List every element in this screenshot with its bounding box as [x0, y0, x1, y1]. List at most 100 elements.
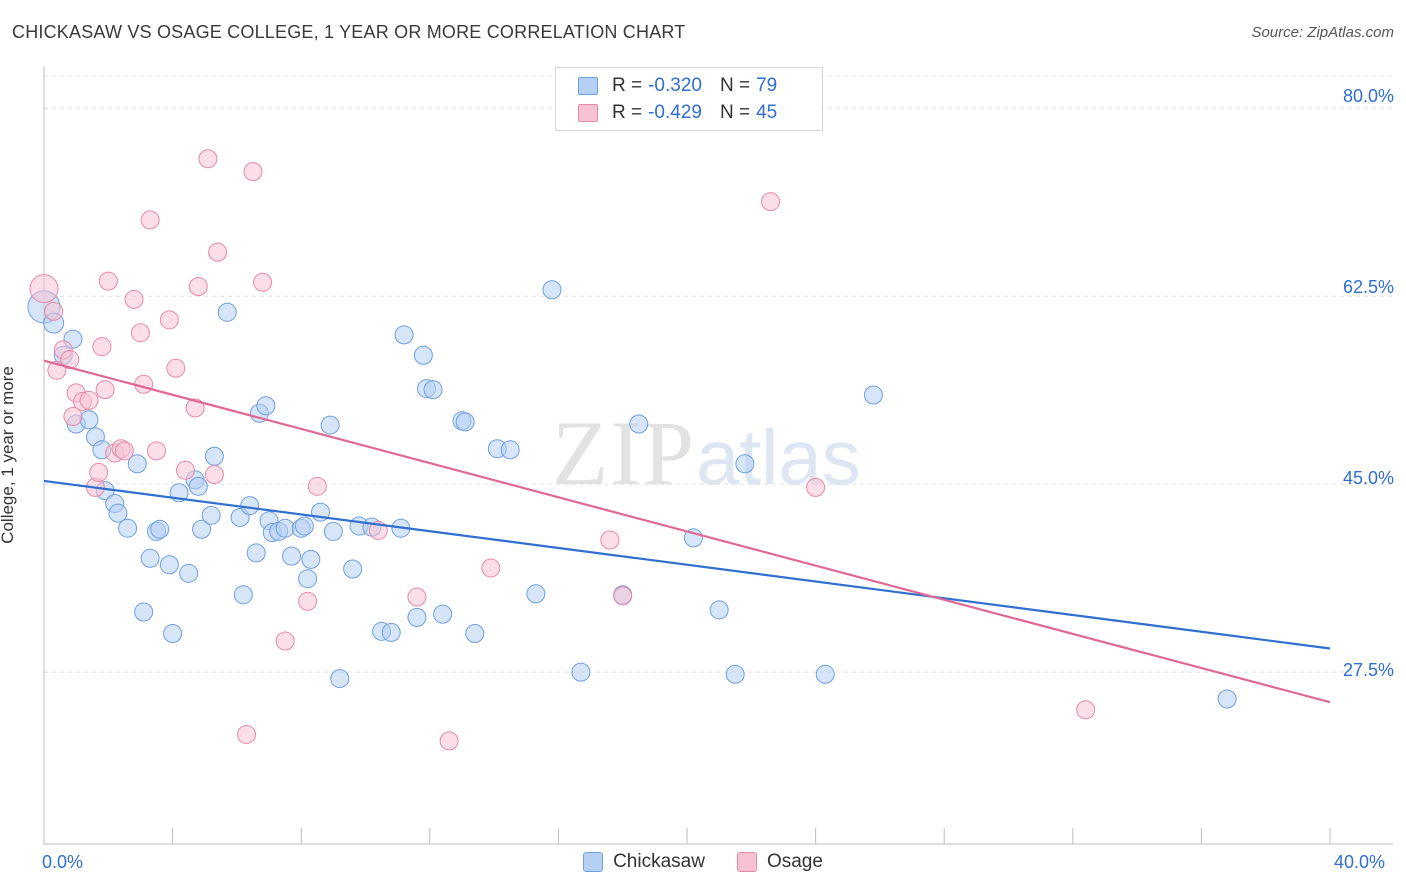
data-point-chickasaw [140, 548, 160, 568]
data-point-chickasaw [330, 669, 350, 689]
data-point-chickasaw [394, 325, 414, 345]
data-point-osage [298, 591, 318, 611]
data-point-chickasaw [127, 454, 147, 474]
data-point-osage [130, 323, 150, 343]
series-swatch-chickasaw [583, 852, 604, 872]
legend-r-value: -0.320 [648, 75, 702, 96]
data-point-osage [307, 476, 327, 496]
data-point-chickasaw [192, 519, 212, 539]
y-tick-label: 62.5% [1342, 277, 1394, 297]
data-point-osage [89, 462, 109, 482]
data-point-chickasaw [571, 662, 591, 682]
axes [43, 66, 1393, 845]
data-point-osage [95, 380, 115, 400]
chart-title: CHICKASAW VS OSAGE COLLEGE, 1 YEAR OR MO… [12, 22, 686, 42]
data-point-chickasaw [381, 622, 401, 642]
data-point-osage [439, 731, 459, 751]
data-point-chickasaw [343, 559, 363, 579]
data-point-osage [98, 271, 118, 291]
data-point-chickasaw [188, 476, 208, 496]
correlation-legend: R = -0.320 N = 79 R = -0.429 N = 45 [555, 67, 823, 131]
data-point-chickasaw [150, 519, 170, 539]
series-legend-osage: Osage [736, 851, 823, 873]
trend-line-osage [43, 359, 1331, 704]
data-point-osage [124, 289, 144, 309]
data-point-chickasaw [298, 569, 318, 589]
legend-row-chickasaw: R = -0.320 N = 79 [578, 73, 777, 99]
y-tick-label: 27.5% [1342, 660, 1394, 680]
data-point-chickasaw [256, 396, 276, 416]
data-point-osage [188, 277, 208, 297]
data-point-chickasaw [275, 518, 295, 538]
data-point-chickasaw [159, 555, 179, 575]
trend-lines [43, 359, 1331, 704]
data-point-osage [159, 310, 179, 330]
data-point-chickasaw [163, 623, 183, 643]
data-point-osage [63, 406, 83, 426]
data-point-chickasaw [407, 607, 427, 627]
data-point-chickasaw [465, 623, 485, 643]
legend-swatch-osage [578, 104, 598, 122]
watermark-zip: ZIP [552, 402, 696, 504]
data-point-chickasaw [118, 518, 138, 538]
legend-n-value: 45 [756, 102, 778, 123]
data-point-chickasaw [323, 521, 343, 541]
data-point-osage [208, 242, 228, 262]
data-point-chickasaw [282, 546, 302, 566]
legend-n-value: 79 [756, 75, 778, 96]
data-point-chickasaw [301, 549, 321, 569]
data-point-chickasaw [735, 454, 755, 474]
data-point-chickasaw [455, 412, 475, 432]
data-point-osage [600, 530, 620, 550]
data-point-chickasaw [423, 380, 443, 400]
series-swatch-osage [736, 852, 757, 872]
series-legend-label: Chickasaw [613, 851, 705, 872]
data-point-osage [481, 558, 501, 578]
data-point-osage [613, 586, 633, 606]
data-point-chickasaw [233, 585, 253, 605]
data-point-osage [175, 460, 195, 480]
series-legend-label: Osage [766, 851, 823, 872]
legend-r-label: R = [612, 102, 643, 123]
data-point-osage [761, 192, 781, 212]
data-point-osage [140, 210, 160, 230]
data-point-osage [237, 724, 257, 744]
watermark: ZIPatlas [552, 400, 861, 506]
legend-n-label: N = [719, 102, 751, 123]
data-point-osage [147, 441, 167, 461]
data-point-osage [204, 465, 224, 485]
legend-r-label: R = [612, 75, 643, 96]
data-point-chickasaw [433, 604, 453, 624]
data-point-chickasaw [108, 503, 128, 523]
data-point-chickasaw [725, 664, 745, 684]
data-point-chickasaw [629, 414, 649, 434]
data-points [27, 149, 1237, 751]
data-point-osage [114, 441, 134, 461]
data-point-chickasaw [413, 345, 433, 365]
data-point-chickasaw [815, 664, 835, 684]
data-point-osage [806, 477, 826, 497]
trend-line-chickasaw [43, 479, 1331, 650]
data-point-chickasaw [179, 563, 199, 583]
data-point-osage [134, 374, 154, 394]
data-point-chickasaw [500, 440, 520, 460]
x-tick-label-right: 40.0% [1334, 852, 1386, 872]
y-axis-label-text: College, 1 year or more [0, 366, 17, 544]
data-point-osage [79, 390, 99, 410]
legend-row-osage: R = -0.429 N = 45 [578, 100, 777, 126]
data-point-osage [166, 358, 186, 378]
data-point-osage [92, 337, 112, 357]
data-point-chickasaw [526, 584, 546, 604]
data-point-osage [407, 587, 427, 607]
data-point-chickasaw [863, 385, 883, 405]
data-point-osage [198, 149, 218, 169]
y-tick-label: 80.0% [1342, 86, 1394, 106]
series-legend-chickasaw: Chickasaw [583, 851, 705, 873]
data-point-chickasaw [134, 602, 154, 622]
data-point-chickasaw [217, 302, 237, 322]
data-point-chickasaw [79, 410, 99, 430]
data-point-osage [243, 162, 263, 182]
series-legend: Chickasaw Osage [0, 851, 1406, 873]
data-point-chickasaw [240, 496, 260, 516]
